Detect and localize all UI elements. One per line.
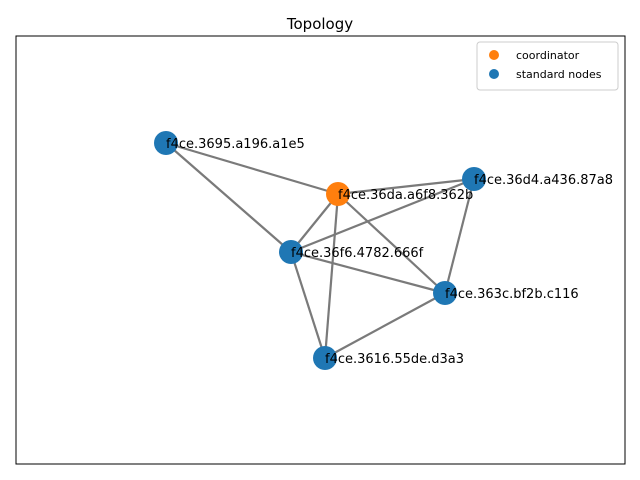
node-f4ce-36d4-a436-87a8	[462, 167, 486, 191]
edge-f4ce-36f6-4782-666f-f4ce-3616-55de-d3a3	[289, 251, 327, 359]
legend-marker-coordinator	[489, 50, 499, 60]
plot-frame	[15, 35, 626, 465]
node-f4ce-36f6-4782-666f	[279, 240, 303, 264]
node-label-f4ce-36da-a6f8-362b: f4ce.36da.a6f8.362b	[338, 188, 473, 203]
legend: coordinator standard nodes	[476, 41, 619, 91]
edge-f4ce-36da-a6f8-362b-f4ce-36d4-a436-87a8	[337, 177, 475, 196]
edge-f4ce-363c-bf2b-c116-f4ce-3616-55de-d3a3	[324, 292, 446, 359]
edge-f4ce-3695-a196-a1e5-f4ce-36da-a6f8-362b	[165, 141, 339, 196]
node-f4ce-3695-a196-a1e5	[154, 131, 178, 155]
legend-marker-standard	[489, 69, 499, 79]
chart-title: Topology	[286, 15, 353, 33]
edge-f4ce-36f6-4782-666f-f4ce-363c-bf2b-c116	[290, 250, 446, 295]
edge-f4ce-36da-a6f8-362b-f4ce-363c-bf2b-c116	[337, 193, 446, 294]
legend-label-standard: standard nodes	[516, 68, 602, 81]
node-f4ce-363c-bf2b-c116	[433, 281, 457, 305]
legend-label-coordinator: coordinator	[516, 49, 580, 62]
edge-f4ce-36da-a6f8-362b-f4ce-3616-55de-d3a3	[323, 193, 340, 359]
edge-f4ce-3695-a196-a1e5-f4ce-36f6-4782-666f	[165, 142, 292, 253]
edge-f4ce-36d4-a436-87a8-f4ce-36f6-4782-666f	[290, 177, 475, 254]
node-f4ce-36da-a6f8-362b	[326, 182, 350, 206]
node-label-f4ce-3695-a196-a1e5: f4ce.3695.a196.a1e5	[166, 137, 305, 152]
node-label-f4ce-36d4-a436-87a8: f4ce.36d4.a436.87a8	[474, 173, 613, 188]
node-f4ce-3616-55de-d3a3	[313, 346, 337, 370]
node-label-f4ce-363c-bf2b-c116: f4ce.363c.bf2b.c116	[445, 287, 579, 302]
node-label-f4ce-36f6-4782-666f: f4ce.36f6.4782.666f	[291, 246, 424, 261]
edge-f4ce-36d4-a436-87a8-f4ce-363c-bf2b-c116	[443, 178, 476, 294]
legend-box	[476, 41, 619, 91]
node-label-f4ce-3616-55de-d3a3: f4ce.3616.55de.d3a3	[325, 352, 464, 367]
edges-layer	[165, 141, 476, 359]
labels-layer: f4ce.3695.a196.a1e5f4ce.36da.a6f8.362bf4…	[166, 137, 613, 367]
edge-f4ce-36da-a6f8-362b-f4ce-36f6-4782-666f	[290, 193, 339, 253]
nodes-layer	[154, 131, 486, 370]
